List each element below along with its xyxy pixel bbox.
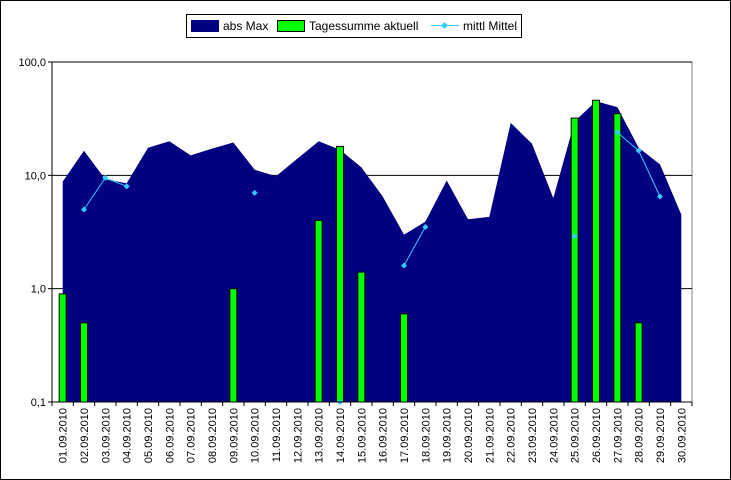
line-mittl-mittel bbox=[403, 226, 426, 266]
line-marker bbox=[251, 189, 258, 196]
x-tick-label: 16.09.2010 bbox=[378, 408, 390, 463]
legend-swatch-line bbox=[431, 20, 459, 32]
x-tick-label: 10.09.2010 bbox=[250, 408, 262, 463]
x-tick-label: 11.09.2010 bbox=[271, 408, 283, 462]
legend: abs Max Tagessumme aktuell mittl Mittel bbox=[186, 14, 522, 38]
x-tick-label: 03.09.2010 bbox=[100, 408, 112, 463]
x-tick-label: 28.09.2010 bbox=[634, 408, 646, 463]
line-marker bbox=[422, 224, 429, 231]
bar-tagessumme bbox=[613, 113, 622, 403]
x-tick-label: 20.09.2010 bbox=[463, 408, 475, 463]
x-tick-label: 08.09.2010 bbox=[207, 408, 219, 463]
line-marker bbox=[81, 206, 87, 213]
area-abs-max bbox=[62, 101, 682, 403]
x-tick-label: 14.09.2010 bbox=[335, 408, 347, 463]
bar-tagessumme bbox=[336, 145, 344, 403]
legend-label: mittl Mittel bbox=[463, 19, 517, 33]
x-tick-label: 17.09.2010 bbox=[399, 408, 411, 463]
line-marker bbox=[614, 129, 621, 136]
legend-item-abs-max: abs Max bbox=[191, 15, 268, 37]
legend-item-mittl-mittel: mittl Mittel bbox=[431, 15, 517, 37]
x-tick-label: 15.09.2010 bbox=[356, 408, 368, 463]
line-marker bbox=[635, 147, 642, 154]
x-tick-label: 06.09.2010 bbox=[164, 408, 176, 463]
y-tick-label: 10,0 bbox=[25, 170, 46, 182]
bar-tagessumme bbox=[570, 117, 579, 403]
bar-tagessumme bbox=[58, 293, 67, 403]
line-marker bbox=[123, 183, 130, 190]
x-tick-label: 01.09.2010 bbox=[58, 408, 70, 463]
x-tick-label: 22.09.2010 bbox=[506, 408, 518, 463]
legend-swatch-area bbox=[191, 20, 219, 32]
x-tick-label: 26.09.2010 bbox=[591, 408, 603, 463]
x-tick-label: 02.09.2010 bbox=[79, 408, 91, 463]
y-tick-label: 0,1 bbox=[31, 397, 46, 409]
x-tick-label: 19.09.2010 bbox=[442, 408, 454, 463]
x-tick-label: 27.09.2010 bbox=[612, 408, 624, 463]
legend-label: Tagessumme aktuell bbox=[309, 19, 419, 33]
bar-tagessumme bbox=[592, 99, 600, 403]
y-tick-label: 1,0 bbox=[31, 284, 46, 296]
x-tick-label: 21.09.2010 bbox=[484, 408, 496, 463]
legend-item-tagessumme: Tagessumme aktuell bbox=[277, 15, 418, 37]
legend-swatch-bar bbox=[277, 20, 305, 32]
x-tick-label: 18.09.2010 bbox=[420, 408, 432, 463]
bar-tagessumme bbox=[357, 271, 366, 403]
x-tick-label: 05.09.2010 bbox=[143, 408, 155, 463]
x-tick-label: 25.09.2010 bbox=[570, 408, 582, 463]
bar-tagessumme bbox=[80, 322, 88, 403]
y-tick-label: 100,0 bbox=[18, 57, 46, 69]
line-marker bbox=[657, 193, 663, 200]
x-tick-label: 30.09.2010 bbox=[676, 408, 688, 463]
legend-label: abs Max bbox=[223, 19, 269, 33]
x-tick-label: 07.09.2010 bbox=[186, 408, 198, 463]
x-tick-label: 12.09.2010 bbox=[292, 408, 304, 463]
line-marker bbox=[401, 262, 407, 269]
line-marker bbox=[571, 233, 578, 240]
line-marker bbox=[102, 174, 109, 181]
x-tick-label: 04.09.2010 bbox=[122, 408, 134, 463]
x-tick-label: 23.09.2010 bbox=[527, 408, 539, 463]
x-tick-label: 24.09.2010 bbox=[548, 408, 560, 463]
x-tick-label: 13.09.2010 bbox=[314, 408, 326, 463]
x-tick-label: 29.09.2010 bbox=[655, 408, 667, 463]
bar-tagessumme bbox=[634, 322, 643, 403]
bar-tagessumme bbox=[400, 313, 408, 403]
bar-tagessumme bbox=[229, 288, 238, 403]
bar-tagessumme bbox=[314, 219, 323, 403]
x-tick-label: 09.09.2010 bbox=[228, 408, 240, 463]
